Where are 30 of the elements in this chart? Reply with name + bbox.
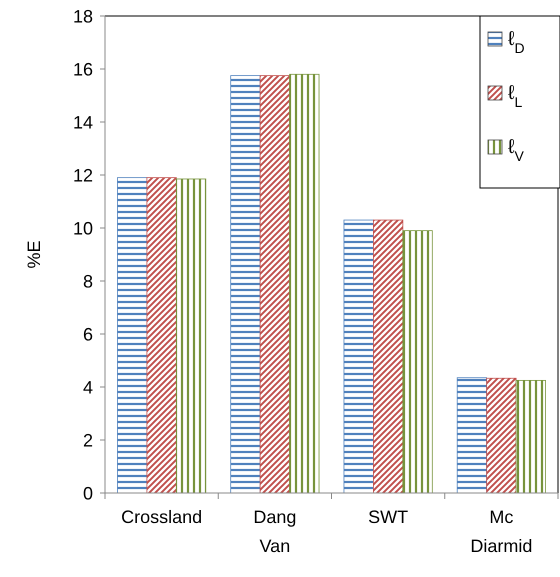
- bar: [456, 377, 488, 494]
- legend-label: ℓ$_{D}$: [508, 28, 525, 56]
- y-tick-label: 6: [82, 324, 93, 344]
- bar: [344, 220, 374, 494]
- x-tick-label: SWT: [368, 507, 408, 527]
- legend-label: ℓ$_{L}$: [508, 82, 522, 110]
- y-tick-label: 16: [72, 59, 93, 80]
- y-tick-label: 18: [72, 6, 93, 26]
- x-tick-label: Mc Diarmid: [470, 507, 532, 556]
- bar: [516, 380, 546, 494]
- y-tick-label: 14: [72, 112, 93, 132]
- y-tick-label: 8: [82, 271, 93, 292]
- bar: [373, 220, 404, 494]
- y-tick-label: 2: [82, 430, 93, 450]
- x-tick-label: Dang Van: [253, 507, 296, 556]
- bar: [289, 74, 320, 494]
- legend-label: ℓ$_{V}$: [508, 136, 524, 164]
- bar: [486, 378, 516, 494]
- bar: [176, 178, 206, 494]
- x-tick-label: Crossland: [121, 507, 202, 527]
- y-tick-label: 0: [82, 483, 93, 504]
- y-tick-label: 12: [72, 165, 93, 186]
- y-axis-title: %E: [24, 240, 44, 269]
- y-tick-label: 10: [72, 218, 93, 238]
- bar: [260, 75, 290, 494]
- y-tick-label: 4: [82, 377, 93, 398]
- bar: [402, 230, 433, 494]
- bar: [230, 75, 261, 494]
- bar: [117, 177, 148, 494]
- bar: [146, 177, 177, 494]
